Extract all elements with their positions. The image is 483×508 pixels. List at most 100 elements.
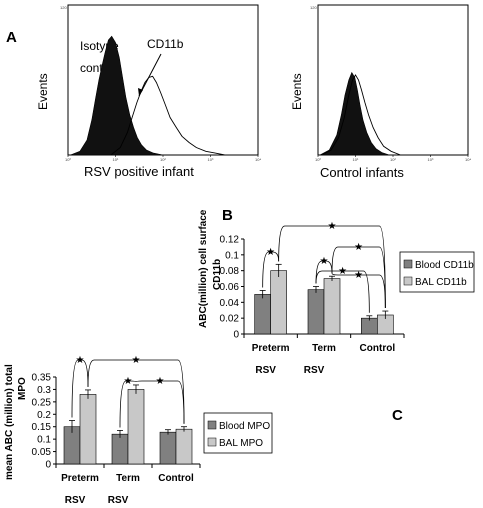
significance-bracket (278, 225, 386, 309)
y-tick-label: 0.1 (37, 435, 51, 446)
significance-bracket (87, 359, 185, 424)
legend-label: Blood MPO (219, 421, 270, 432)
panel-label-a: A (6, 29, 17, 46)
y-tick-top: 120 (60, 5, 67, 10)
bar (270, 270, 287, 335)
y-tick-label: 0.02 (220, 314, 240, 325)
x-tick-label: 10² (160, 157, 166, 162)
y-axis-label-2: Events (290, 73, 304, 110)
y-tick-label: 0.04 (220, 298, 240, 309)
x-tick-label: 10¹ (113, 157, 119, 162)
significance-bracket (315, 260, 333, 284)
histogram-rsv-positive: 120 Events RSV positive infant Isotype c… (36, 4, 261, 179)
legend-swatch (207, 420, 217, 430)
y-tick-label: 0.3 (37, 385, 51, 396)
histogram-series-cd11b (110, 75, 225, 156)
significance-star: ★ (328, 221, 337, 232)
y-axis-label-cd11b-2: CD11b (212, 259, 223, 290)
y-tick-label: 0 (233, 330, 239, 341)
significance-bracket (331, 246, 386, 309)
y-axis-label: Events (36, 73, 50, 110)
bar (254, 294, 271, 335)
category-label: Term (312, 343, 336, 354)
histogram-series-isotype (319, 71, 390, 156)
x-axis-label: RSV positive infant (84, 164, 194, 179)
bar (79, 394, 97, 465)
legend: Blood CD11b BAL CD11b (399, 251, 475, 293)
y-tick-label: 0.08 (220, 266, 240, 277)
bar (307, 289, 325, 335)
significance-star: ★ (338, 266, 347, 277)
category-label: Preterm (252, 343, 290, 354)
category-label: RSV (65, 495, 86, 506)
x-tick-label: 10⁰ (315, 157, 321, 162)
y-tick-label: 0.06 (220, 282, 240, 293)
bar (111, 433, 129, 465)
significance-bracket (262, 251, 280, 288)
x-tick-label: 10¹ (353, 157, 359, 162)
panel-label-b: B (222, 207, 233, 224)
y-tick-label: 0.1 (225, 250, 239, 261)
legend-swatch (207, 437, 217, 447)
significance-bracket (135, 380, 185, 424)
x-tick-label: 10⁴ (465, 157, 471, 162)
x-tick-label: 10⁴ (255, 157, 261, 162)
y-axis-label-mpo-2: MPO (17, 377, 28, 400)
category-label: RSV (255, 365, 276, 376)
category-label: Preterm (61, 473, 99, 484)
x-tick-label: 10² (390, 157, 396, 162)
x-axis-label-2: Control infants (320, 165, 404, 180)
legend-label: Blood CD11b (415, 260, 474, 271)
legend-box (399, 251, 475, 293)
y-tick-label: 0.25 (32, 397, 52, 408)
panel-label-c: C (392, 407, 403, 424)
arrow-cd11b (138, 53, 162, 97)
x-tick-label: 10⁰ (65, 157, 71, 162)
legend-swatch (403, 276, 413, 286)
bar (323, 278, 341, 335)
significance-star: ★ (266, 247, 275, 258)
category-label: RSV (108, 495, 129, 506)
bar (159, 431, 177, 465)
x-tick-label: 10³ (428, 157, 434, 162)
y-tick-label: 0.05 (32, 447, 52, 458)
legend-label: BAL CD11b (415, 277, 467, 288)
significance-bracket (71, 359, 89, 418)
bar (175, 428, 193, 465)
significance-star: ★ (124, 376, 133, 387)
significance-star: ★ (354, 270, 363, 281)
legend: Blood MPO BAL MPO (203, 412, 273, 454)
significance-star: ★ (320, 256, 329, 267)
y-tick-label: 0.12 (220, 235, 240, 246)
y-tick-label: 0.2 (37, 410, 51, 421)
significance-bracket (331, 273, 386, 309)
significance-star: ★ (76, 355, 85, 366)
significance-bracket (315, 270, 370, 313)
x-tick-label: 10³ (208, 157, 214, 162)
category-label: Term (116, 473, 140, 484)
histogram-series-isotype (70, 35, 164, 156)
y-axis-label-mpo-1: mean ABC (million) total (4, 364, 15, 480)
legend-label: BAL MPO (219, 438, 263, 449)
cd11b-bar-chart: ABC(million) cell surface CD11b 0 0.02 0.0… (198, 209, 475, 376)
histogram-series-cd11b (321, 74, 401, 156)
significance-star: ★ (156, 376, 165, 387)
bar (127, 389, 145, 465)
y-tick-label: 0 (45, 460, 51, 471)
significance-star: ★ (132, 355, 141, 366)
mpo-bar-chart: mean ABC (million) total MPO 0 0.050.1 0.1… (4, 355, 273, 506)
annotation-cd11b: CD11b (147, 37, 184, 51)
significance-bracket (119, 380, 137, 428)
legend-box (203, 412, 273, 454)
significance-star: ★ (354, 242, 363, 253)
y-tick-label: 0.15 (32, 422, 52, 433)
y-axis-label-cd11b-1: ABC(million) cell surface (198, 209, 209, 328)
category-label: RSV (304, 365, 325, 376)
histogram-control-infants: 120 Events Control infants 10⁰ 10¹ 10² 10³ 1… (290, 4, 471, 180)
y-tick-label: 0.35 (32, 373, 52, 384)
category-label: Control (158, 473, 194, 484)
legend-swatch (403, 259, 413, 269)
category-label: Control (360, 343, 396, 354)
y-tick-top-2: 120 (310, 5, 317, 10)
